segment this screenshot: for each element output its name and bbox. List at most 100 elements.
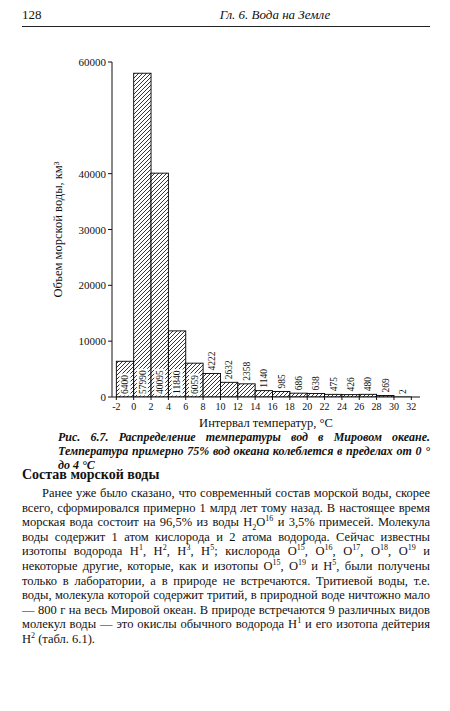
x-tick [411, 397, 412, 400]
data-label: 11840 [172, 370, 182, 394]
x-tick-label: 8 [201, 401, 206, 412]
data-labels: 6400579904009511840605942222632235811409… [120, 351, 408, 395]
x-tick [307, 397, 308, 400]
bar [186, 363, 203, 397]
section-title: Состав морской воды [22, 467, 159, 483]
x-tick [359, 397, 360, 400]
y-tick [108, 341, 112, 342]
x-tick [376, 397, 377, 400]
text-run: и H [306, 559, 332, 573]
x-tick-label: 14 [250, 401, 260, 412]
y-tick-label: 20000 [79, 279, 107, 291]
figure-caption: Рис. 6.7. Распределение температуры вод … [58, 430, 430, 472]
superscript: 19 [298, 558, 306, 567]
data-label-bg [137, 369, 148, 396]
bar [203, 373, 220, 397]
x-tick-label: 2 [149, 401, 154, 412]
superscript: 16 [324, 543, 332, 552]
bar [220, 382, 237, 397]
text-run: , H [167, 544, 187, 558]
x-tick [393, 397, 394, 400]
bar [116, 361, 133, 397]
page: 128Гл. 6. Вода на Земле01000020000300004… [0, 0, 450, 711]
bars [116, 73, 411, 397]
x-tick [220, 397, 221, 400]
x-tick [133, 397, 134, 400]
x-tick-label: 30 [389, 401, 399, 412]
page-number: 128 [22, 7, 42, 23]
y-tick [108, 397, 112, 398]
text-run: ; кислорода O [214, 544, 297, 558]
x-tick-label: -2 [112, 401, 120, 412]
text-run: , H [143, 544, 163, 558]
bar [307, 393, 324, 397]
x-axis [112, 397, 420, 398]
data-label: 686 [294, 376, 304, 391]
x-tick-label: 10 [215, 401, 225, 412]
data-label: 985 [277, 374, 287, 389]
x-tick [272, 397, 273, 400]
y-axis-label: Объем морской воды, км³ [51, 161, 65, 297]
x-tick-label: 32 [406, 401, 416, 412]
x-tick [168, 397, 169, 400]
y-tick-label: 60000 [79, 56, 107, 68]
x-tick [116, 397, 117, 400]
data-label: 6059 [190, 375, 200, 394]
y-tick [108, 229, 112, 230]
data-label: 480 [363, 377, 373, 392]
data-label: 2 [398, 389, 408, 394]
bar [273, 392, 290, 397]
x-axis-label: Интервал температур, °С [199, 416, 333, 430]
y-tick [108, 173, 112, 174]
x-tick [203, 397, 204, 400]
text-run: , H [190, 544, 210, 558]
text-run: (табл. 6.1). [35, 632, 95, 646]
text-run: , O [305, 544, 325, 558]
superscript: 17 [352, 543, 360, 552]
x-tick [237, 397, 238, 400]
x-tick-label: 18 [285, 401, 295, 412]
x-tick-label: 26 [354, 401, 364, 412]
text-run: O [256, 515, 265, 529]
x-tick [255, 397, 256, 400]
superscript: 16 [265, 514, 273, 523]
data-label: 475 [329, 377, 339, 392]
x-tick-label: 0 [131, 401, 136, 412]
data-label: 57990 [138, 370, 148, 394]
x-tick-label: 12 [233, 401, 243, 412]
y-tick-label: 40000 [79, 168, 107, 180]
superscript: 1 [139, 543, 143, 552]
bar [151, 173, 168, 397]
y-tick [108, 285, 112, 286]
x-tick [289, 397, 290, 400]
x-tick [185, 397, 186, 400]
data-label-bg [154, 369, 165, 396]
data-label: 1140 [259, 369, 269, 388]
data-label: 2358 [242, 362, 252, 381]
data-label-bg [189, 374, 200, 396]
header-rule [22, 26, 430, 27]
x-tick-label: 16 [268, 401, 278, 412]
text-run: , O [360, 544, 380, 558]
x-tick-label: 4 [166, 401, 171, 412]
superscript: 2 [31, 631, 35, 640]
superscript: 1 [297, 616, 301, 625]
chart: 01000020000300004000060000-2024681012141… [0, 0, 450, 430]
superscript: 5 [210, 543, 214, 552]
text-run: , O [388, 544, 408, 558]
data-label-bg [172, 369, 183, 395]
y-tick-label: 0 [101, 391, 107, 403]
superscript: 3 [186, 543, 190, 552]
x-tick-label: 20 [302, 401, 312, 412]
data-label-bg [120, 374, 131, 396]
x-tick [151, 397, 152, 400]
bar [168, 331, 185, 397]
superscript: 15 [297, 543, 305, 552]
x-tick-label: 22 [320, 401, 330, 412]
superscript: 5 [332, 558, 336, 567]
y-tick-label: 30000 [79, 224, 107, 236]
text-run: , O [281, 559, 298, 573]
data-label: 2632 [224, 360, 234, 379]
superscript: 18 [380, 543, 388, 552]
y-tick-label: 10000 [79, 335, 107, 347]
